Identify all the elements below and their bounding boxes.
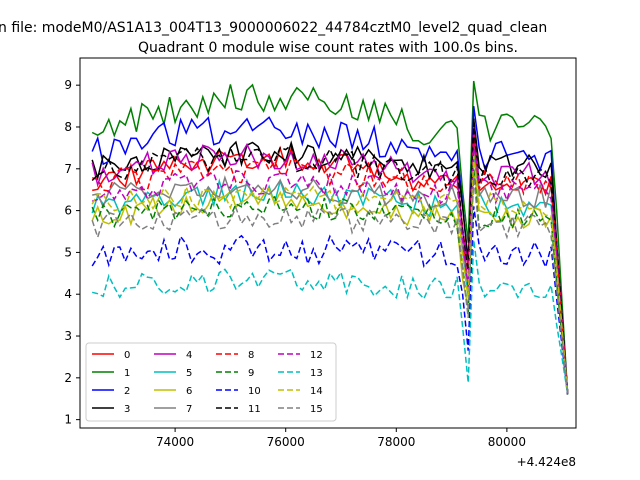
series-line-7 (92, 147, 569, 395)
legend-label-12: 12 (310, 350, 323, 361)
series-line-14 (91, 156, 569, 395)
series-line-9 (91, 168, 569, 395)
series-line-8 (91, 135, 569, 395)
legend-label-8: 8 (248, 350, 254, 361)
legend-label-4: 4 (186, 350, 192, 361)
y-tick-label: 2 (64, 371, 72, 385)
y-tick-label: 5 (64, 245, 72, 259)
legend-label-11: 11 (248, 404, 261, 415)
x-tick-label: 76000 (267, 435, 305, 449)
legend-label-3: 3 (124, 404, 130, 415)
legend-label-6: 6 (186, 386, 192, 397)
figure-suptitle: n file: modeM0/AS1A13_004T13_9000006022_… (0, 20, 547, 36)
series-line-10 (91, 206, 569, 395)
series-line-15 (91, 177, 569, 395)
series-line-6 (91, 168, 569, 395)
x-tick-label: 74000 (156, 435, 194, 449)
x-axis: 74000 76000 78000 80000 (156, 428, 526, 449)
legend-label-1: 1 (124, 368, 130, 379)
series-lines (91, 80, 569, 395)
y-tick-label: 9 (64, 78, 72, 92)
y-tick-label: 6 (64, 204, 72, 218)
legend-box (85, 342, 337, 422)
y-tick-label: 3 (64, 329, 72, 343)
y-tick-label: 1 (64, 413, 72, 427)
y-tick-label: 7 (64, 162, 72, 176)
x-offset-label: +4.424e8 (517, 455, 576, 469)
series-line-3 (91, 118, 569, 395)
series-line-1 (91, 80, 569, 395)
legend-label-2: 2 (124, 386, 130, 397)
x-tick-label: 80000 (488, 435, 526, 449)
y-axis: 1 2 3 4 5 6 7 8 9 (64, 78, 80, 427)
legend-label-5: 5 (186, 368, 192, 379)
series-line-12 (91, 143, 569, 395)
legend-label-9: 9 (248, 368, 254, 379)
series-line-11 (91, 126, 569, 395)
legend-label-13: 13 (310, 368, 323, 379)
legend-label-10: 10 (248, 386, 261, 397)
legend-label-0: 0 (124, 350, 130, 361)
y-tick-label: 8 (64, 120, 72, 134)
y-tick-label: 4 (64, 287, 72, 301)
chart-title: Quadrant 0 module wise count rates with … (138, 40, 518, 56)
legend-label-15: 15 (310, 404, 323, 415)
legend-label-7: 7 (186, 404, 192, 415)
x-tick-label: 78000 (377, 435, 415, 449)
plot-frame (79, 57, 577, 429)
legend-label-14: 14 (310, 386, 323, 397)
